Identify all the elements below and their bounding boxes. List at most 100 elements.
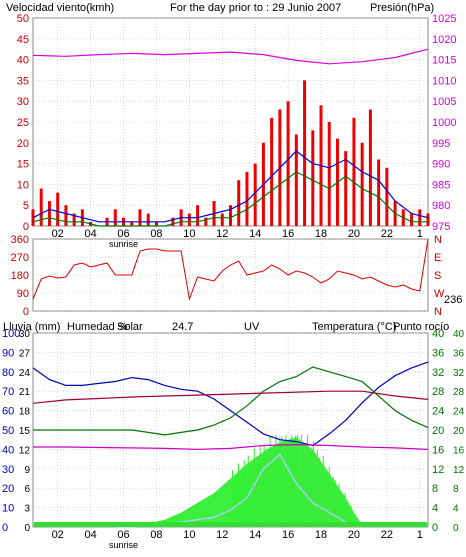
direction-tick-label: 90 <box>17 288 29 300</box>
rain-tick-label: 30 <box>2 464 14 476</box>
x-tick-label: 08 <box>150 529 162 541</box>
temp-tick-label-a: 4 <box>432 503 438 515</box>
y-left-tick-label: 50 <box>17 13 29 25</box>
temp-tick-label-a: 20 <box>432 425 444 437</box>
series-line-humedad-media <box>33 443 429 451</box>
x-tick-label: 10 <box>183 228 195 240</box>
temp-tick-label-b: 36 <box>453 348 465 359</box>
plot-direction-frame <box>32 238 429 312</box>
rain-tick-label: 90 <box>2 347 14 359</box>
y-left-tick-label: 20 <box>17 138 29 150</box>
humidity-tick-label: 0 <box>24 523 30 534</box>
x-tick-label: 18 <box>315 228 327 240</box>
rain-baseline <box>34 522 427 527</box>
direction-tick-label: 360 <box>11 234 29 246</box>
temp-tick-label-a: 28 <box>432 386 444 398</box>
rain-tick-label: 100 <box>2 328 20 340</box>
temp-tick-label-b: 8 <box>453 484 459 495</box>
plot-wind-frame <box>32 17 429 227</box>
x-tick-label: 20 <box>348 529 360 541</box>
humidity-tick-label: 18 <box>19 407 31 418</box>
temp-tick-label-b: 12 <box>453 465 465 476</box>
x-tick-label: 04 <box>84 529 96 541</box>
x-tick-label: 08 <box>150 228 162 240</box>
humidity-tick-label: 27 <box>19 348 31 359</box>
y-right-tick-label: 975 <box>432 221 450 233</box>
y-right-tick-label: 1025 <box>432 13 456 25</box>
temperature-title: Temperatura (°C) <box>312 321 396 333</box>
pressure-title: Presión(hPa) <box>370 2 434 14</box>
x-tick-label: 16 <box>282 529 294 541</box>
x-tick-label: 18 <box>315 529 327 541</box>
series-line-promedio-viento <box>32 150 429 223</box>
temp-tick-label-b: 4 <box>453 504 459 515</box>
humidity-tick-label: 12 <box>19 445 31 456</box>
x-tick-label: 14 <box>249 228 261 240</box>
direction-tick-label: 180 <box>11 270 29 282</box>
x-tick-label: 12 <box>216 529 228 541</box>
y-left-tick-label: 25 <box>17 117 29 129</box>
temp-tick-label-b: 20 <box>453 426 465 437</box>
humidity-tick-label: 3 <box>24 504 30 515</box>
rain-title: Lluvia (mm) <box>3 321 60 333</box>
rain-tick-label: 80 <box>2 367 14 379</box>
temp-tick-label-a: 8 <box>432 483 438 495</box>
temp-tick-label-b: 24 <box>453 407 465 418</box>
y-right-tick-label: 1015 <box>432 55 456 67</box>
rain-tick-label: 50 <box>2 425 14 437</box>
y-right-tick-label: 1005 <box>432 96 456 108</box>
temp-tick-label-a: 32 <box>432 367 444 379</box>
y-left-tick-label: 45 <box>17 34 29 46</box>
rain-tick-label: 10 <box>2 503 14 515</box>
direction-compass-label: N <box>434 234 442 246</box>
x-tick-label: 22 <box>381 228 393 240</box>
direction-current-value: 236 <box>444 294 462 306</box>
x-tick-label: 06 <box>117 228 129 240</box>
x-tick-label: 02 <box>52 529 64 541</box>
dewpoint-title: Punto rocío <box>393 321 449 333</box>
y-left-tick-label: 30 <box>17 96 29 108</box>
humidity-tick-label: 9 <box>24 465 30 476</box>
temp-tick-label-b: 16 <box>453 445 465 456</box>
rain-tick-label: 20 <box>2 483 14 495</box>
solar-value: 24.7 <box>172 321 193 333</box>
x-tick-label: 22 <box>381 529 393 541</box>
y-right-tick-label: 980 <box>432 200 450 212</box>
x-tick-label: 06 <box>117 529 129 541</box>
y-left-tick-label: 10 <box>17 179 29 191</box>
direction-compass-label: S <box>434 270 441 282</box>
series-line-punto-rocío <box>32 390 429 404</box>
y-left-tick-label: 40 <box>17 55 29 67</box>
direction-tick-label: 270 <box>11 252 29 264</box>
series-line-presión <box>32 48 429 65</box>
temp-tick-label-b: 28 <box>453 387 465 398</box>
y-right-tick-label: 990 <box>432 159 450 171</box>
x-tick-label: 04 <box>84 228 96 240</box>
y-right-tick-label: 1020 <box>432 34 456 46</box>
temp-tick-label-a: 12 <box>432 464 444 476</box>
rain-tick-label: 60 <box>2 406 14 418</box>
rain-tick-label: 70 <box>2 386 14 398</box>
direction-compass-label: E <box>434 252 441 264</box>
rain-tick-label: 40 <box>2 444 14 456</box>
humidity-tick-label: 24 <box>19 368 31 379</box>
humidity-tick-label: 15 <box>19 426 31 437</box>
direction-tick-label: 0 <box>23 306 29 318</box>
y-left-tick-label: 5 <box>23 200 29 212</box>
temp-tick-label-b: 32 <box>453 368 465 379</box>
x-tick-label: 1 <box>417 529 423 541</box>
x-tick-label: 16 <box>282 228 294 240</box>
y-right-tick-label: 1010 <box>432 75 456 87</box>
x-tick-label: 14 <box>249 529 261 541</box>
y-left-tick-label: 15 <box>17 159 29 171</box>
humidity-title: Humedad % <box>67 321 128 333</box>
humidity-tick-label: 21 <box>19 387 31 398</box>
y-left-tick-label: 0 <box>23 221 29 233</box>
y-right-tick-label: 985 <box>432 179 450 191</box>
x-tick-label: 10 <box>183 529 195 541</box>
temp-tick-label-a: 40 <box>432 328 444 340</box>
sunrise-label: sunrise <box>109 239 138 249</box>
x-tick-label: 12 <box>216 228 228 240</box>
